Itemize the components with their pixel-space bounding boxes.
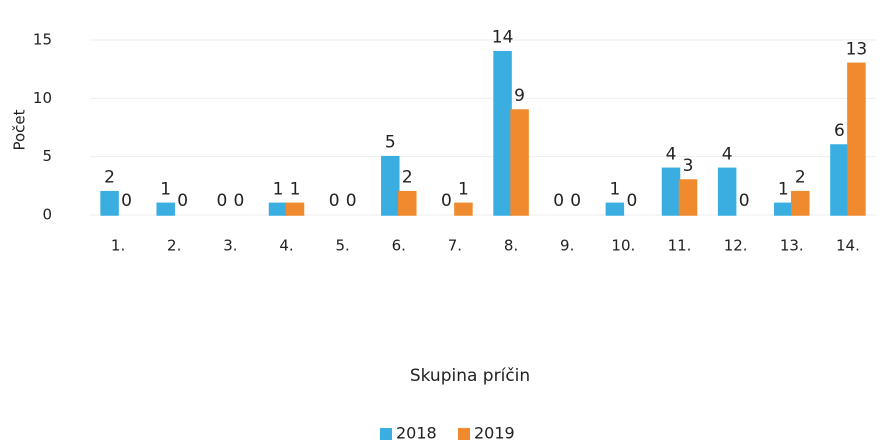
value-label: 0 — [441, 191, 452, 211]
value-label: 1 — [160, 179, 171, 199]
bar — [717, 167, 737, 216]
value-label: 0 — [626, 191, 637, 211]
x-tick-label: 5. — [335, 237, 349, 255]
value-label: 4 — [666, 144, 677, 164]
bar — [678, 179, 698, 216]
value-label: 2 — [402, 168, 413, 188]
value-label: 0 — [233, 191, 244, 211]
x-tick-label: 8. — [504, 237, 518, 255]
value-label: 1 — [609, 179, 620, 199]
value-label: 5 — [385, 133, 396, 153]
value-label: 0 — [216, 191, 227, 211]
value-label: 2 — [104, 168, 115, 188]
bar — [774, 202, 793, 216]
y-tick-label: 0 — [42, 206, 52, 224]
value-label: 14 — [492, 28, 514, 48]
x-tick-label: 13. — [780, 237, 804, 255]
value-label: 0 — [739, 191, 750, 211]
value-label: 0 — [570, 191, 581, 211]
value-label: 0 — [121, 191, 132, 211]
value-label: 3 — [683, 156, 694, 176]
value-label: 1 — [290, 179, 301, 199]
x-tick-label: 11. — [668, 237, 692, 255]
x-tick-label: 10. — [611, 237, 635, 255]
bar — [791, 190, 810, 216]
x-tick-label: 9. — [560, 237, 574, 255]
y-tick-label: 5 — [42, 147, 52, 165]
value-label: 0 — [329, 191, 340, 211]
value-label: 13 — [846, 39, 868, 59]
value-label: 4 — [722, 144, 733, 164]
x-tick-label: 1. — [111, 237, 125, 255]
x-tick-label: 3. — [223, 237, 237, 255]
bar — [510, 109, 529, 216]
bar — [156, 202, 175, 216]
value-label: 1 — [458, 179, 469, 199]
legend-label: 2018 — [396, 424, 437, 443]
bar — [454, 202, 473, 216]
legend-label: 2019 — [474, 424, 515, 443]
legend-swatch — [380, 428, 392, 440]
x-tick-label: 6. — [392, 237, 406, 255]
bar — [605, 202, 625, 216]
legend-swatch — [458, 428, 470, 440]
bar — [830, 144, 849, 216]
bar — [285, 202, 305, 216]
bar — [847, 62, 866, 216]
x-axis-label: Skupina príčin — [410, 366, 530, 386]
bar — [381, 155, 400, 216]
x-tick-label: 4. — [279, 237, 293, 255]
value-label: 0 — [346, 191, 357, 211]
y-tick-label: 15 — [33, 31, 52, 49]
x-tick-label: 7. — [448, 237, 462, 255]
bar — [100, 190, 119, 216]
bar — [661, 167, 681, 216]
y-tick-label: 10 — [33, 89, 52, 107]
x-tick-label: 2. — [167, 237, 181, 255]
bar — [398, 190, 417, 216]
value-label: 1 — [273, 179, 284, 199]
x-tick-label: 12. — [724, 237, 748, 255]
value-label: 6 — [834, 121, 845, 141]
bar — [493, 50, 512, 216]
bar — [268, 202, 288, 216]
value-label: 2 — [795, 168, 806, 188]
y-axis-label: Počet — [11, 109, 29, 150]
value-label: 0 — [177, 191, 188, 211]
x-tick-label: 14. — [836, 237, 860, 255]
value-label: 1 — [778, 179, 789, 199]
value-label: 9 — [514, 86, 525, 106]
value-label: 0 — [553, 191, 564, 211]
